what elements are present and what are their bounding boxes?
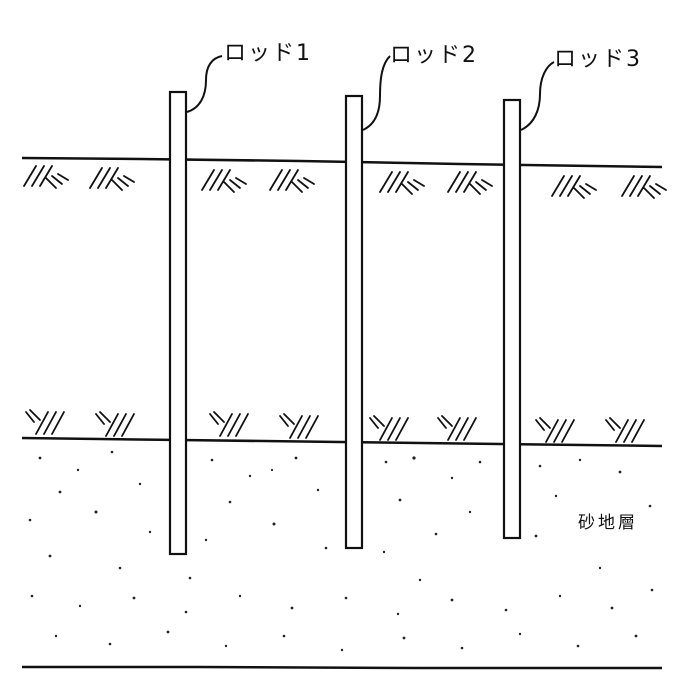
bottom-line — [22, 665, 662, 670]
ground-surface-line — [21, 156, 663, 169]
sand-layer-label: 砂地層 — [578, 513, 638, 533]
rod-3-body — [502, 98, 522, 540]
sand-stipple — [28, 450, 654, 652]
rod-2-leader-line — [362, 55, 391, 131]
sand-layer-boundary-line — [21, 436, 663, 448]
rod-2-body — [344, 94, 364, 550]
boundary-hatching — [25, 409, 645, 443]
rod-1 — [168, 55, 223, 556]
rod-2-label: ロッド2 — [390, 43, 478, 68]
rod-1-label: ロッド1 — [224, 41, 312, 66]
surface-hatching — [23, 165, 667, 199]
rod-3-leader-line — [520, 61, 555, 131]
rod-3 — [502, 61, 555, 540]
rod-2 — [344, 55, 391, 550]
rod-3-label: ロッド3 — [554, 47, 642, 72]
rod-1-body — [168, 90, 188, 556]
rod-1-leader-line — [186, 55, 223, 113]
